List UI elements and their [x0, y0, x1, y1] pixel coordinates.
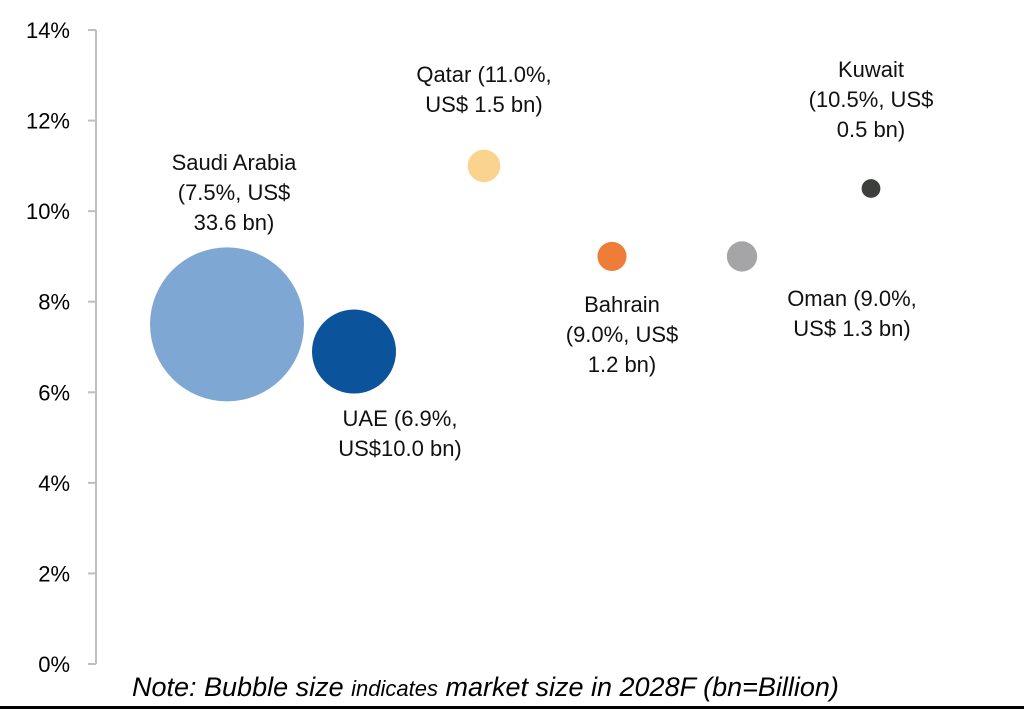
bubble-oman	[726, 241, 758, 272]
data-label-saudi-arabia: Saudi Arabia (7.5%, US$ 33.6 bn)	[172, 150, 298, 235]
bubble-bahrain	[597, 241, 627, 271]
y-tick-label: 10%	[26, 199, 70, 224]
bubble-saudi-arabia	[150, 247, 304, 402]
y-tick-label: 8%	[38, 290, 70, 315]
bubble-uae	[312, 309, 396, 394]
y-tick-label: 0%	[38, 652, 70, 677]
bubble-qatar	[467, 149, 501, 183]
y-tick-label: 4%	[38, 471, 70, 496]
bottom-border	[0, 706, 1024, 709]
y-tick-label: 6%	[38, 380, 70, 405]
bubble-kuwait	[861, 179, 881, 198]
y-tick-label: 14%	[26, 18, 70, 43]
data-label-bahrain: Bahrain (9.0%, US$ 1.2 bn)	[566, 292, 679, 377]
data-label-uae: UAE (6.9%, US$10.0 bn)	[338, 406, 462, 461]
data-label-qatar: Qatar (11.0%, US$ 1.5 bn)	[416, 62, 551, 117]
data-label-kuwait: Kuwait (10.5%, US$ 0.5 bn)	[809, 57, 934, 142]
y-tick-label: 12%	[26, 109, 70, 134]
data-label-oman: Oman (9.0%, US$ 1.3 bn)	[787, 286, 917, 341]
y-tick-label: 2%	[38, 561, 70, 586]
chart-note: Note: Bubble size indicates market size …	[132, 672, 839, 702]
